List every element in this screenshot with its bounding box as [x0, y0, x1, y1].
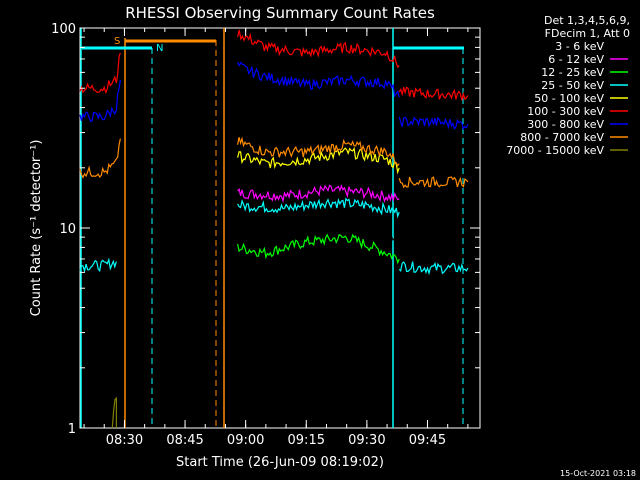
footer-timestamp: 15-Oct-2021 03:18 — [560, 469, 636, 478]
annotation-label-n: N — [156, 43, 163, 54]
y-axis-label: Count Rate (s⁻¹ detector⁻¹) — [29, 140, 44, 317]
series-line-100-300kev — [237, 29, 400, 69]
series-line-25-50kev — [237, 197, 400, 219]
legend-header-line: Det 1,3,4,5,6,9, — [544, 14, 630, 27]
series-line-25-50kev — [398, 261, 469, 276]
legend-entry-label: 100 - 300 keV — [527, 105, 604, 118]
legend-entry-label: 800 - 7000 keV — [520, 131, 604, 144]
series-line-6-12kev — [237, 184, 400, 204]
chart-title: RHESSI Observing Summary Count Rates — [125, 4, 435, 22]
series-line-100-300kev — [79, 52, 121, 95]
legend-entry-label: 7000 - 15000 keV — [506, 144, 604, 157]
series-line-7000-15000kev — [111, 396, 118, 429]
annotation-label-s: S — [114, 36, 120, 47]
y-tick-label: 10 — [59, 222, 76, 237]
series-line-100-300kev — [398, 86, 469, 101]
x-tick-label: 09:45 — [409, 433, 446, 448]
x-tick-label: 09:00 — [227, 433, 264, 448]
legend-entry-label: 12 - 25 keV — [541, 66, 604, 79]
series-line-300-800kev — [237, 61, 400, 98]
x-axis-label: Start Time (26-Jun-09 08:19:02) — [176, 455, 384, 470]
series-line-25-50kev — [79, 257, 117, 274]
series-line-800-7000kev — [79, 138, 121, 179]
legend-entry-label: 25 - 50 keV — [541, 79, 604, 92]
y-tick-label: 1 — [68, 422, 76, 437]
series-line-300-800kev — [398, 116, 469, 130]
series-line-800-7000kev — [237, 136, 400, 167]
legend-entry-label: 300 - 800 keV — [527, 118, 604, 131]
series-line-800-7000kev — [398, 176, 469, 189]
series-line-300-800kev — [79, 79, 121, 123]
x-tick-label: 08:30 — [106, 433, 143, 448]
legend-entry-label: 3 - 6 keV — [555, 40, 604, 53]
series-line-50-100kev — [237, 146, 400, 175]
x-tick-label: 09:30 — [348, 433, 385, 448]
x-tick-label: 08:45 — [166, 433, 203, 448]
series-line-3-6kev — [237, 221, 400, 241]
y-tick-label: 100 — [51, 22, 76, 37]
legend-entry-label: 50 - 100 keV — [534, 92, 604, 105]
legend-entry-label: 6 - 12 keV — [548, 53, 604, 66]
legend-header-line: FDecim 1, Att 0 — [545, 27, 630, 40]
series-line-12-25kev — [237, 233, 400, 265]
x-tick-label: 09:15 — [288, 433, 325, 448]
